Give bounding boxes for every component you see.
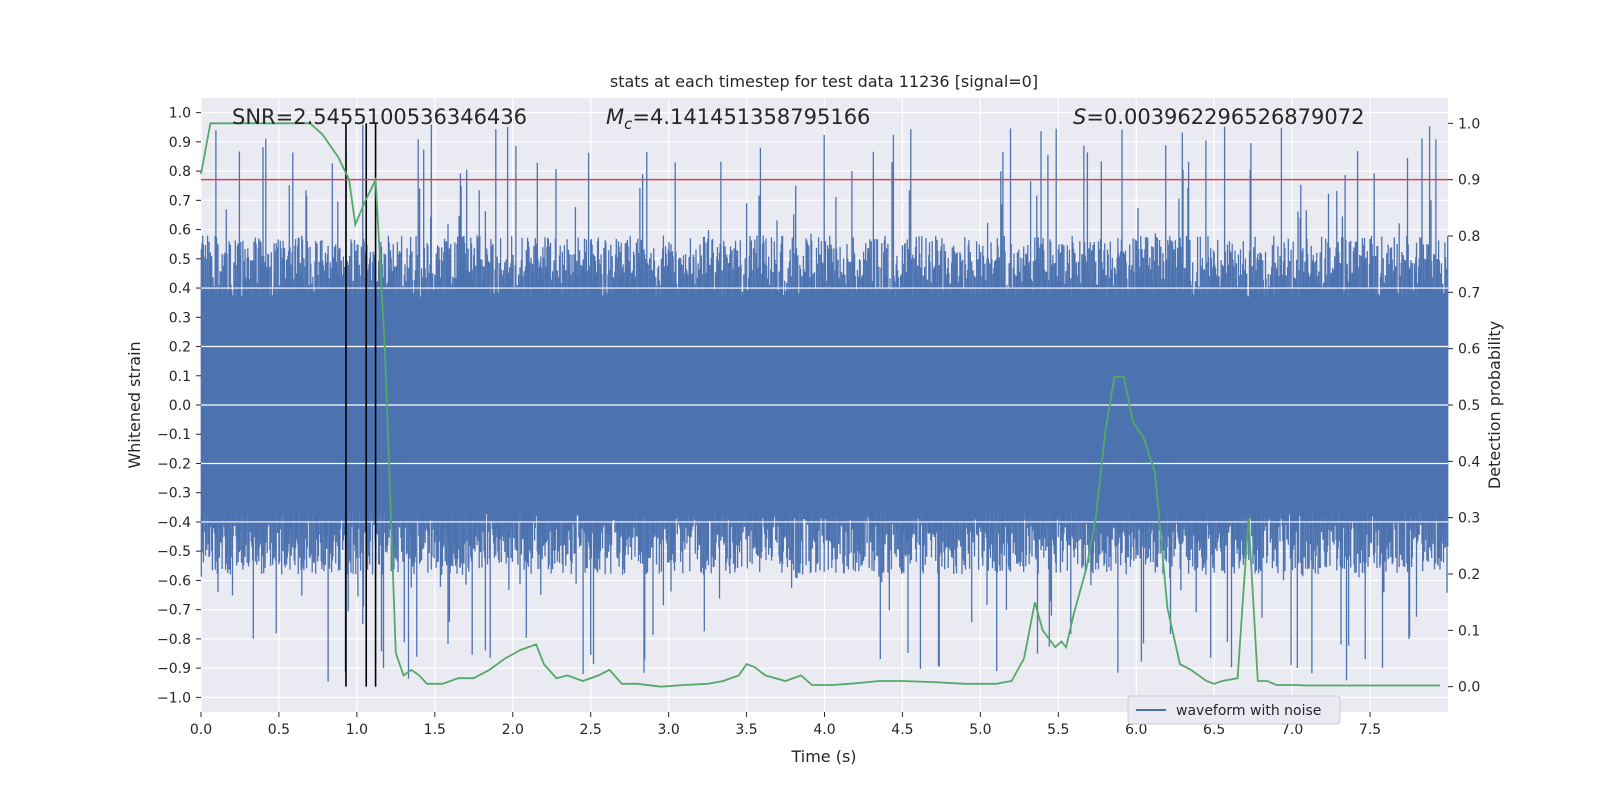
x-tick-label: 4.0	[813, 722, 835, 738]
y2-tick-label: 0.9	[1458, 173, 1480, 189]
y-tick-label: 1.0	[169, 106, 191, 122]
x-tick-label: 5.5	[1047, 722, 1069, 738]
chart-title: stats at each timestep for test data 112…	[610, 72, 1038, 91]
y2-tick-label: 0.3	[1458, 511, 1480, 527]
y-tick-label: −0.6	[157, 573, 191, 589]
x-tick-label: 7.5	[1359, 722, 1381, 738]
y-tick-label: −1.0	[157, 690, 191, 706]
legend: waveform with noise	[1127, 695, 1341, 725]
y2-tick-label: 1.0	[1458, 116, 1480, 132]
y-tick-label: 0.1	[169, 369, 191, 385]
x-tick-labels: 0.0 0.5 1.0 1.5 2.0 2.5 3.0 3.5 4.0 4.5 5.0 5.5 6.0 6…	[190, 712, 1381, 738]
y-tick-label: −0.5	[157, 544, 191, 560]
detection-probability-line	[200, 122, 1441, 688]
y-tick-label: 0.2	[169, 340, 191, 356]
y-axis-label: Whitened strain	[125, 341, 144, 468]
x-tick-label: 1.0	[346, 722, 368, 738]
y-tick-label: −0.8	[157, 632, 191, 648]
chirp-mass-subscript: c	[624, 115, 633, 133]
y2-tick-label: 0.2	[1458, 567, 1480, 583]
x-tick-label: 5.0	[969, 722, 991, 738]
x-tick-label: 2.5	[580, 722, 602, 738]
y2-tick-labels: 1.0 0.9 0.8 0.7 0.6 0.5 0.4 0.3 0.2 0.1 0.0	[1448, 116, 1480, 696]
y2-tick-label: 0.6	[1458, 342, 1480, 358]
y-tick-label: −0.3	[157, 486, 191, 502]
x-tick-label: 4.5	[891, 722, 913, 738]
x-tick-label: 1.5	[424, 722, 446, 738]
x-tick-label: 6.0	[1125, 722, 1147, 738]
x-tick-label: 3.0	[657, 722, 679, 738]
vertical-markers	[345, 123, 377, 687]
legend-entry: waveform with noise	[1176, 703, 1321, 719]
y-tick-label: −0.4	[157, 515, 191, 531]
y2-tick-label: 0.1	[1458, 623, 1480, 639]
statistic-annotation: S=0.003962296526879072	[1073, 105, 1364, 129]
x-axis-label: Time (s)	[790, 747, 856, 766]
chirp-mass-annotation: Mc=4.141451358795166	[606, 105, 870, 133]
statistic-value: =0.003962296526879072	[1086, 105, 1364, 129]
snr-annotation: SNR=2.5455100536346436	[232, 105, 527, 129]
y2-tick-label: 0.5	[1458, 398, 1480, 414]
y-tick-label: 0.8	[169, 164, 191, 180]
y2-axis-label: Detection probability	[1485, 321, 1504, 489]
y-tick-label: 0.9	[169, 135, 191, 151]
y-tick-label: −0.9	[157, 661, 191, 677]
x-tick-label: 0.5	[268, 722, 290, 738]
y2-tick-label: 0.7	[1458, 285, 1480, 301]
chirp-mass-value: =4.141451358795166	[632, 105, 870, 129]
waveform-with-noise-series	[200, 124, 1449, 682]
y2-tick-label: 0.0	[1458, 680, 1480, 696]
y-tick-label: 0.5	[169, 252, 191, 268]
x-tick-label: 7.0	[1281, 722, 1303, 738]
y-tick-labels: 1.0 0.9 0.8 0.7 0.6 0.5 0.4 0.3 0.2 0.1 0.0 −0.1 −0.…	[157, 106, 201, 706]
y-tick-label: −0.7	[157, 603, 191, 619]
y-tick-label: 0.7	[169, 193, 191, 209]
waveform-trace	[200, 124, 1449, 682]
x-tick-label: 6.5	[1203, 722, 1225, 738]
legend-box	[1127, 695, 1341, 725]
statistic-symbol: S	[1073, 105, 1086, 129]
x-tick-label: 0.0	[190, 722, 212, 738]
y2-tick-label: 0.4	[1458, 454, 1480, 470]
y-tick-label: 0.6	[169, 223, 191, 239]
y2-tick-label: 0.8	[1458, 229, 1480, 245]
y-tick-label: −0.1	[157, 427, 191, 443]
x-tick-label: 3.5	[735, 722, 757, 738]
y-tick-label: 0.3	[169, 310, 191, 326]
x-tick-label: 2.0	[502, 722, 524, 738]
y-tick-label: −0.2	[157, 456, 191, 472]
y-tick-label: 0.0	[169, 398, 191, 414]
y-tick-label: 0.4	[169, 281, 191, 297]
chirp-mass-symbol: M	[606, 105, 624, 129]
